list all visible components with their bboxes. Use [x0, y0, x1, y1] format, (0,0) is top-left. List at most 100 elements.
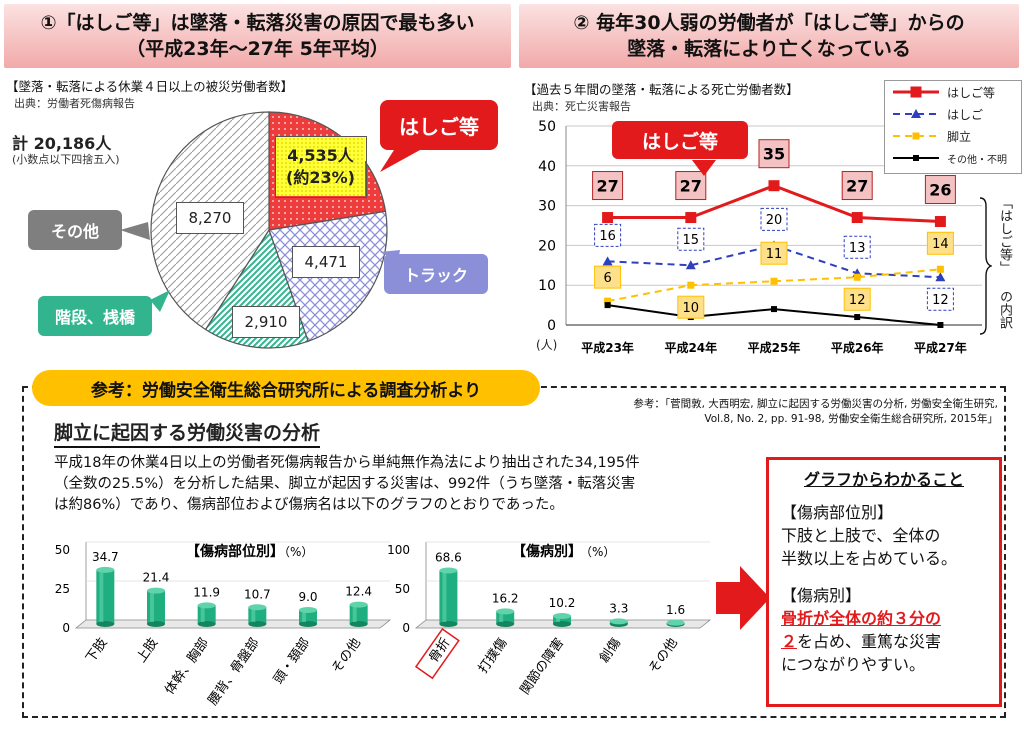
left-heading-line2: （平成23年〜27年 5年平均）: [126, 38, 389, 60]
line-data-label-box: [592, 171, 624, 201]
line-data-label: 15: [683, 233, 700, 248]
bar-value-label: 12.4: [345, 585, 372, 599]
bar-category-label: 頭・頚部: [271, 636, 313, 687]
right-panel-heading: ② 毎年30人弱の労働者が「はしご等」からの 墜落・転落により亡くなっている: [519, 4, 1019, 68]
bar-category-label: その他: [329, 636, 364, 677]
bar-value-label: 10.2: [549, 596, 576, 610]
bar-cap: [248, 604, 267, 611]
line-point: [687, 281, 695, 289]
legend-label: 脚立: [947, 129, 972, 144]
bar-category-label: その他: [646, 636, 681, 677]
callout-stairs: 階段、桟橋: [38, 296, 152, 336]
bar: [439, 570, 458, 624]
pie-callout-tails: [120, 150, 420, 312]
section-title: 脚立に起因する労働災害の分析: [54, 418, 321, 448]
line-data-label: 11: [766, 247, 783, 262]
reference-badge: 参考：労働安全衛生総合研究所による調査分析より: [32, 370, 540, 406]
line-data-label-box: [924, 175, 956, 205]
findings-text-injury-d: につながりやすい。: [781, 655, 926, 674]
bar-cap: [147, 587, 165, 594]
bar-value-label: 21.4: [143, 571, 170, 585]
left-heading-line1: ①「はしご等」は墜落・転落災害の原因で最も多い: [40, 12, 475, 34]
callout-truck: トラック: [384, 254, 488, 294]
bar-label-highlight: [414, 628, 460, 680]
line-legend: はしご等はしご脚立その他・不明: [884, 80, 1022, 174]
bar-category-label: 創傷: [597, 636, 624, 666]
bar-base: [439, 621, 458, 627]
citation-line1: 参考：「菅間敦, 大西明宏, 脚立に起因する労働災害の分析, 労働安全衛生研究,: [633, 398, 998, 410]
line-point: [770, 277, 778, 285]
right-heading-line2: 墜落・転落により亡くなっている: [627, 38, 911, 60]
legend-swatch: [893, 109, 939, 118]
line-xtick-label: 平成24年: [664, 340, 717, 355]
bar-category-label: 体幹、胸部: [162, 635, 212, 697]
bar-value-label: 16.2: [492, 591, 519, 605]
line-point: [768, 180, 780, 192]
legend-swatch: [893, 86, 939, 98]
legend-label: はしご: [947, 107, 984, 122]
legend-label: はしご等: [947, 85, 996, 100]
line-ytick-label: 20: [538, 238, 556, 254]
stairs-value-label: 2,910: [232, 306, 300, 338]
bar: [147, 590, 165, 624]
line-data-label-box: [843, 287, 871, 311]
line-point: [934, 216, 946, 228]
bar-category-label: 骨折: [426, 636, 453, 666]
bar-highlight: [352, 606, 357, 622]
ladder-value-label: 4,535人 (約23%): [276, 137, 365, 196]
line-data-label-box: [677, 227, 705, 251]
line-xtick-label: 平成25年: [748, 340, 801, 355]
bar-base: [248, 621, 267, 627]
bar-chart-unit: （%）: [278, 545, 313, 559]
bar-highlight: [251, 609, 256, 622]
line-callout-tail: [692, 160, 716, 176]
line-point: [854, 314, 861, 321]
line-data-label: 13: [849, 241, 866, 256]
line-point: [937, 322, 944, 328]
body-line3: は約86%）であり、傷病部位および傷病名は以下のグラフのとおりであった。: [54, 497, 564, 513]
reference-citation: 参考：「菅間敦, 大西明宏, 脚立に起因する労働災害の分析, 労働安全衛生研究,…: [578, 397, 998, 427]
line-point: [935, 272, 946, 282]
bar-ytick-label: 100: [387, 543, 410, 557]
bar-cap: [666, 619, 685, 626]
legend-item: その他・不明: [885, 147, 1021, 169]
side-label-top: 「はしご等」: [997, 196, 1012, 274]
ladder-value-box: [275, 136, 367, 198]
line-point: [602, 212, 614, 224]
legend-swatch: [893, 155, 939, 161]
line-data-label: 35: [763, 144, 785, 163]
findings-heading-injury: 【傷病別】: [781, 586, 862, 605]
line-xtick-label: 平成26年: [831, 340, 884, 355]
ladder-value: 4,535人: [287, 145, 354, 165]
bar-cap: [609, 618, 628, 625]
bar: [553, 616, 571, 624]
callout-other: その他: [28, 210, 122, 250]
callout-ladder: はしご等: [380, 100, 498, 150]
line-data-label: 10: [683, 301, 700, 316]
line-ytick-label: 30: [538, 199, 556, 215]
line-chart: 0 10 20 30 40 50 平成23年 平成24年 平成25年 平成26年 平成27年 27 2…: [538, 119, 982, 355]
line-data-label-box: [594, 265, 622, 289]
findings-heading-part: 【傷病部位別】: [781, 503, 894, 522]
bar-base: [96, 621, 115, 627]
bar-base: [553, 621, 571, 627]
legend-label: その他・不明: [947, 154, 1007, 166]
bar-cap: [96, 566, 115, 573]
line-source: 出典：死亡災害報告: [532, 100, 631, 113]
findings-title: グラフからわかること: [803, 470, 964, 489]
line-data-label: 16: [599, 229, 616, 244]
bar-category-label: 下肢: [83, 635, 111, 665]
bar-category-label: 上肢: [133, 635, 161, 665]
bar: [96, 569, 115, 624]
line-point: [936, 265, 944, 273]
pie-subtitle: 【墜落・転落による休業４日以上の被災労働者数】: [6, 79, 294, 94]
bar-base: [147, 621, 165, 627]
line-data-label-box: [760, 241, 788, 265]
other-value-label: 8,270: [176, 202, 244, 234]
line-point: [851, 212, 863, 224]
pie-total-note: (小数点以下四捨五入): [12, 153, 120, 166]
bar-floor: [74, 619, 392, 629]
bar-category-label: 関節の障害: [517, 635, 567, 697]
line-data-label-box: [675, 171, 707, 201]
